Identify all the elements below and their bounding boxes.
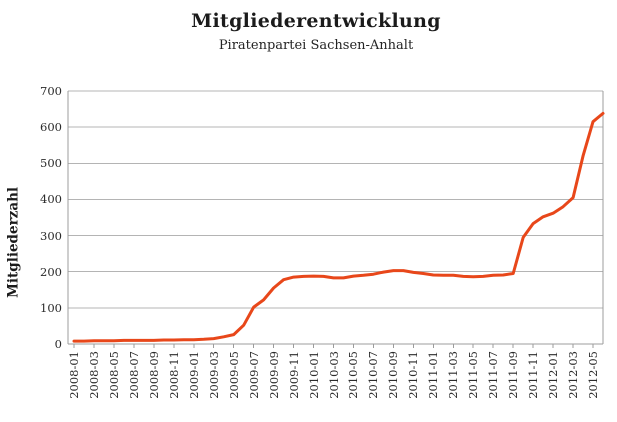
x-tick-label: 2009-05	[226, 351, 241, 399]
y-tick-label: 0	[54, 337, 62, 351]
x-tick-label: 2012-03	[566, 351, 581, 399]
x-tick-label: 2009-11	[286, 351, 301, 399]
x-tick-label: 2012-05	[586, 351, 601, 399]
chart-subtitle: Piratenpartei Sachsen-Anhalt	[218, 38, 414, 53]
chart-header: Mitgliederentwicklung Piratenpartei Sach…	[0, 10, 617, 53]
x-tick-label: 2010-07	[366, 351, 381, 399]
y-tick-label: 500	[40, 156, 62, 171]
x-tick-label: 2010-03	[326, 351, 341, 399]
y-tick-label: 400	[40, 192, 62, 207]
x-tick-label: 2010-05	[346, 351, 361, 399]
x-tick-label: 2008-07	[126, 351, 141, 399]
x-tick-label: 2011-01	[426, 351, 441, 399]
membership-line	[72, 111, 605, 343]
x-tick-label: 2009-07	[246, 351, 261, 399]
y-tick-label: 600	[40, 120, 62, 135]
x-tick-label: 2009-03	[206, 351, 221, 399]
x-tick-label: 2011-05	[466, 351, 481, 399]
y-tick-label: 700	[40, 84, 62, 98]
x-tick-label: 2010-11	[406, 351, 421, 399]
x-tick-label: 2012-01	[546, 351, 561, 399]
y-tick-label: 200	[40, 264, 62, 279]
x-tick-label: 2010-09	[386, 351, 401, 399]
x-tick-label: 2009-01	[186, 351, 201, 399]
x-tick-label: 2011-07	[486, 351, 501, 399]
y-tick-label: 100	[40, 300, 62, 315]
x-tick-label: 2008-05	[106, 351, 121, 399]
x-tick-label: 2011-03	[446, 351, 461, 399]
chart-title: Mitgliederentwicklung	[191, 10, 441, 32]
x-tick-label: 2009-09	[266, 351, 281, 399]
x-tick-label: 2011-09	[506, 351, 521, 399]
x-tick-label: 2008-01	[67, 351, 81, 399]
x-tick-label: 2008-03	[86, 351, 101, 399]
y-tick-label: 300	[40, 228, 62, 243]
x-tick-label: 2010-01	[306, 351, 321, 399]
x-tick-label: 2008-09	[146, 351, 161, 399]
x-tick-label: 2008-11	[166, 351, 181, 399]
x-tick-label: 2011-11	[526, 351, 541, 399]
